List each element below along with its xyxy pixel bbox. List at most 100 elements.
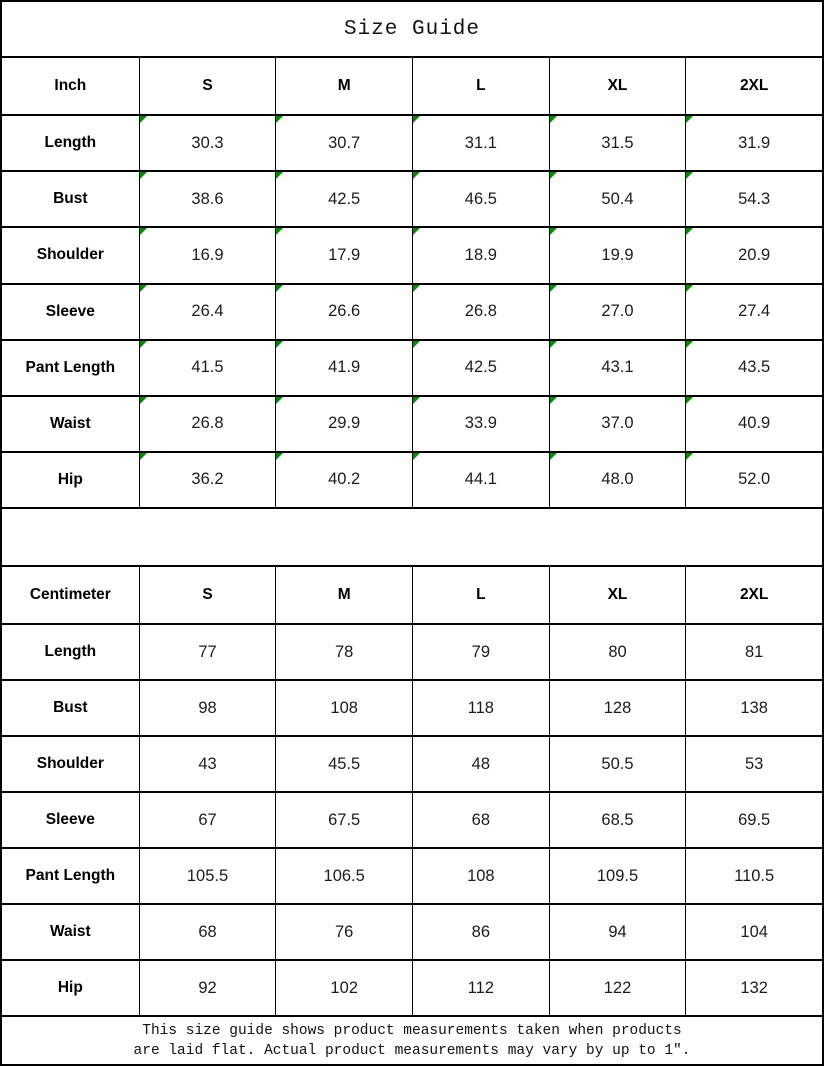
value-cell: 105.5 (138, 847, 276, 903)
page-title-text: Size Guide (343, 17, 481, 41)
value-cell: 44.1 (412, 450, 549, 507)
value-cell: 86 (412, 903, 549, 959)
value-text: 41.9 (328, 358, 361, 377)
value-cell: 29.9 (275, 394, 412, 451)
value-text: 19.9 (601, 245, 634, 264)
value-text: 108 (330, 698, 358, 717)
value-cell: 132 (685, 959, 822, 1015)
value-cell: 81 (685, 623, 822, 679)
cell-corner-flag-icon (139, 340, 147, 348)
value-cell: 20.9 (685, 226, 822, 283)
cell-corner-flag-icon (549, 228, 557, 236)
value-text: 54.3 (738, 189, 771, 208)
inch-size-table: Inch S M L XL 2XL Length 30.3 30.7 31.1 31.5 31.9 Bu… (2, 56, 822, 507)
cell-corner-flag-icon (686, 228, 694, 236)
row-label-cell: Pant Length (2, 338, 139, 395)
row-label-cell: Pant Length (2, 847, 139, 903)
centimeter-size-table: Centimeter S M L XL 2XL Length 77 78 79 80 81 Bust 98… (2, 565, 822, 1015)
cell-corner-flag-icon (276, 396, 284, 404)
value-cell: 122 (548, 959, 686, 1015)
value-cell: 36.2 (138, 450, 276, 507)
value-cell: 110.5 (685, 847, 822, 903)
value-cell: 69.5 (685, 791, 822, 847)
value-cell: 138 (685, 679, 822, 735)
value-cell: 94 (548, 903, 686, 959)
value-text: 26.8 (464, 302, 497, 321)
value-text: 68 (471, 810, 490, 829)
value-text: 37.0 (601, 414, 634, 433)
value-text: 78 (334, 642, 354, 661)
cell-corner-flag-icon (139, 116, 147, 124)
value-text: 17.9 (328, 245, 361, 264)
cell-corner-flag-icon (549, 172, 557, 180)
value-text: 52.0 (738, 470, 771, 489)
value-text: 42.5 (328, 189, 361, 208)
cell-corner-flag-icon (549, 396, 557, 404)
value-cell: 26.8 (138, 394, 276, 451)
value-cell: 46.5 (412, 170, 549, 227)
value-text: 26.6 (328, 302, 361, 321)
value-cell: 92 (138, 959, 276, 1015)
value-text: 102 (330, 978, 358, 997)
row-label-cell: Length (2, 623, 139, 679)
size-header-cell: XL (548, 567, 686, 623)
value-cell: 27.0 (548, 282, 686, 339)
value-text: 79 (471, 642, 490, 661)
value-cell: 37.0 (548, 394, 686, 451)
value-cell: 48.0 (548, 450, 686, 507)
value-text: 40.9 (738, 414, 771, 433)
cell-corner-flag-icon (413, 284, 420, 292)
value-text: 31.5 (601, 133, 634, 152)
value-cell: 128 (548, 679, 686, 735)
cell-corner-flag-icon (276, 228, 284, 236)
value-cell: 108 (412, 847, 549, 903)
row-label-cell: Shoulder (2, 226, 139, 282)
value-cell: 41.5 (138, 338, 276, 395)
value-cell: 40.2 (275, 450, 412, 507)
value-cell: 31.1 (412, 114, 549, 171)
value-cell: 31.5 (548, 114, 686, 171)
cell-corner-flag-icon (276, 340, 284, 348)
value-cell: 48 (412, 735, 549, 791)
value-text: 118 (467, 698, 494, 717)
row-label-cell: Sleeve (2, 791, 139, 847)
cell-corner-flag-icon (413, 228, 420, 236)
value-cell: 43.1 (548, 338, 686, 395)
value-cell: 54.3 (685, 170, 822, 227)
value-text: 18.9 (464, 245, 497, 264)
value-cell: 26.8 (412, 282, 549, 339)
value-cell: 27.4 (685, 282, 822, 339)
cell-corner-flag-icon (686, 396, 694, 404)
size-header-cell: 2XL (685, 58, 822, 115)
value-text: 31.9 (738, 133, 771, 152)
value-text: 46.5 (464, 189, 497, 208)
value-cell: 26.4 (138, 282, 276, 339)
value-text: 27.4 (738, 302, 771, 321)
value-cell: 31.9 (685, 114, 822, 171)
cell-corner-flag-icon (686, 116, 694, 124)
value-text: 43.5 (738, 358, 771, 377)
value-cell: 33.9 (412, 394, 549, 451)
cell-corner-flag-icon (276, 116, 284, 124)
value-text: 16.9 (191, 245, 224, 264)
value-text: 94 (608, 922, 627, 941)
value-text: 68.5 (601, 810, 634, 829)
value-cell: 108 (275, 679, 412, 735)
value-text: 77 (198, 642, 217, 661)
value-cell: 53 (685, 735, 822, 791)
cell-corner-flag-icon (413, 452, 420, 460)
size-header-cell: XL (548, 58, 686, 115)
value-cell: 112 (412, 959, 549, 1015)
cell-corner-flag-icon (139, 172, 147, 180)
value-cell: 102 (275, 959, 412, 1015)
row-label-cell: Hip (2, 450, 139, 507)
value-text: 38.6 (191, 189, 224, 208)
value-cell: 17.9 (275, 226, 412, 283)
value-text: 50.4 (601, 189, 634, 208)
cell-corner-flag-icon (139, 284, 147, 292)
table-separator (2, 507, 822, 565)
value-cell: 52.0 (685, 450, 822, 507)
value-text: 29.9 (328, 414, 361, 433)
value-text: 110.5 (734, 866, 775, 885)
value-cell: 79 (412, 623, 549, 679)
